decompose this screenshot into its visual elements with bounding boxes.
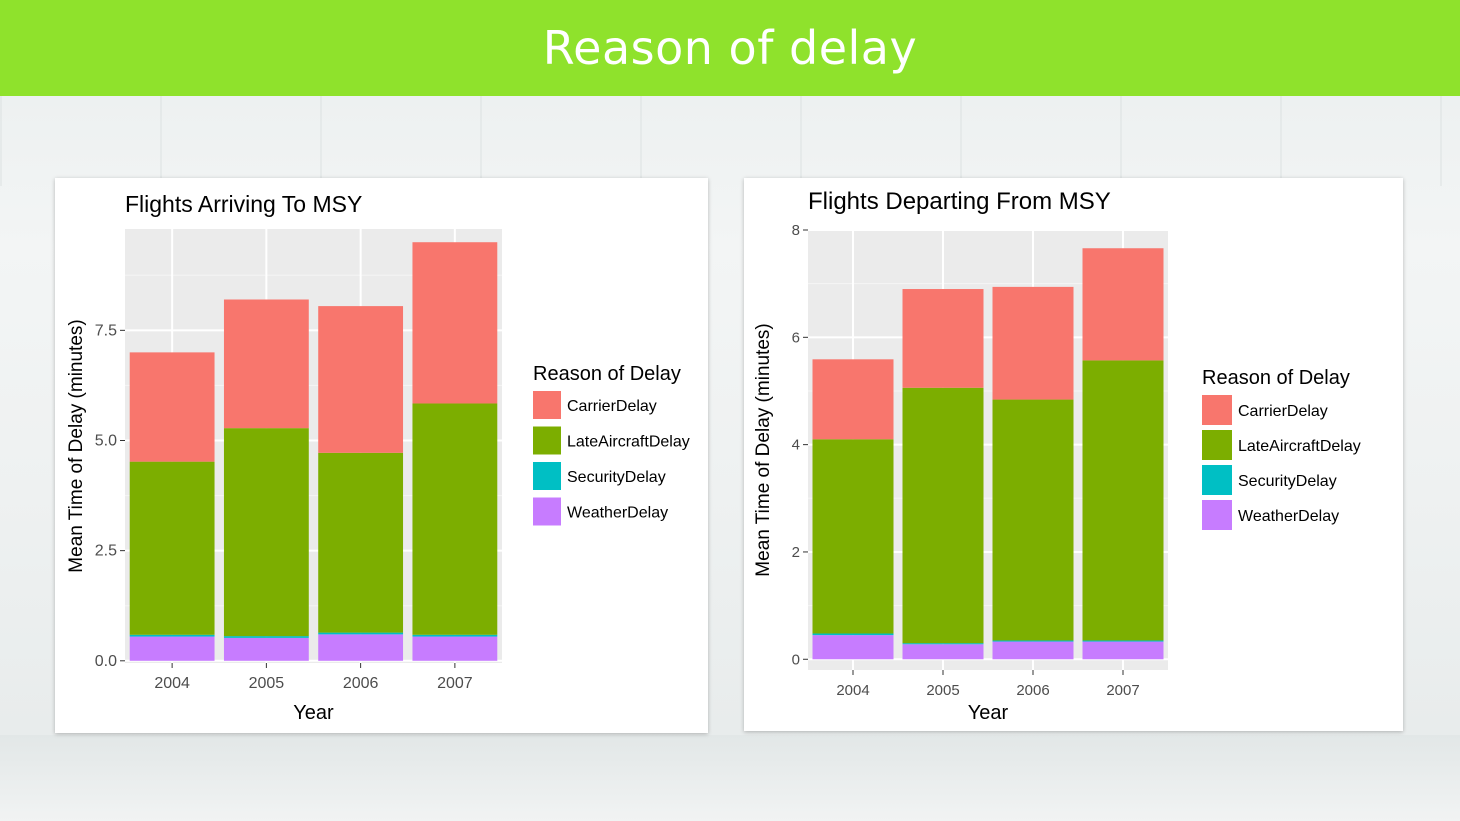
x-axis-label: Year: [293, 702, 334, 724]
bar-2004-SecurityDelay: [812, 633, 894, 636]
bar-2007-SecurityDelay: [412, 634, 498, 637]
legend-label-LateAircraftDelay: LateAircraftDelay: [1238, 438, 1361, 455]
bar-2006-WeatherDelay: [992, 641, 1074, 660]
bar-2004-LateAircraftDelay: [812, 439, 894, 634]
x-tick-label: 2004: [836, 682, 869, 699]
legend-key-WeatherDelay: [533, 497, 561, 526]
bar-2007-LateAircraftDelay: [412, 403, 498, 635]
x-tick-label: 2007: [437, 675, 473, 692]
y-axis-label: Mean Time of Delay (minutes): [753, 323, 774, 576]
background-floor: [0, 735, 1460, 821]
bar-2005-LateAircraftDelay: [902, 387, 984, 644]
bar-2006-LateAircraftDelay: [318, 452, 404, 633]
x-axis-label: Year: [968, 702, 1009, 724]
bar-2004-LateAircraftDelay: [129, 461, 215, 635]
bar-2004-CarrierDelay: [812, 359, 894, 440]
x-tick-label: 2007: [1106, 682, 1139, 699]
bar-2006-WeatherDelay: [318, 634, 404, 661]
x-tick-label: 2006: [343, 675, 379, 692]
legend-key-CarrierDelay: [1202, 395, 1232, 425]
y-tick-label: 7.5: [95, 322, 117, 339]
y-tick-label: 2.5: [95, 543, 117, 560]
bar-2005-SecurityDelay: [223, 636, 309, 638]
chart-title: Flights Arriving To MSY: [125, 191, 362, 217]
bar-2004-WeatherDelay: [129, 636, 215, 661]
legend-key-SecurityDelay: [533, 462, 561, 490]
bar-2007-LateAircraftDelay: [1082, 360, 1164, 641]
background-ceiling: [0, 96, 1460, 186]
y-tick-label: 4: [792, 437, 800, 454]
legend-label-SecurityDelay: SecurityDelay: [567, 469, 666, 486]
bar-2007-CarrierDelay: [1082, 248, 1164, 361]
title-band: Reason of delay: [0, 0, 1460, 96]
bar-2005-CarrierDelay: [223, 299, 309, 429]
legend-key-CarrierDelay: [533, 391, 561, 419]
legend-label-WeatherDelay: WeatherDelay: [567, 505, 668, 522]
chart-arriving: Flights Arriving To MSY 0.0 2.5 5.0 7.5 2004 2…: [66, 191, 690, 724]
y-tick-label: 8: [792, 222, 800, 239]
chart-panel-arriving: Flights Arriving To MSY 0.0 2.5 5.0 7.5 2004 2…: [55, 178, 708, 733]
y-tick-label: 0: [792, 651, 800, 668]
legend-label-CarrierDelay: CarrierDelay: [1238, 403, 1328, 420]
legend-key-LateAircraftDelay: [1202, 430, 1232, 460]
bar-2004-SecurityDelay: [129, 634, 215, 637]
y-tick-label: 6: [792, 329, 800, 346]
y-tick-label: 2: [792, 544, 800, 561]
bar-2006-CarrierDelay: [992, 286, 1074, 400]
legend-label-SecurityDelay: SecurityDelay: [1238, 473, 1337, 490]
legend-title: Reason of Delay: [1202, 367, 1350, 389]
x-tick-label: 2005: [926, 682, 959, 699]
bar-2005-SecurityDelay: [902, 643, 984, 645]
bar-2006-LateAircraftDelay: [992, 399, 1074, 641]
bar-2007-CarrierDelay: [412, 242, 498, 404]
y-axis-label: Mean Time of Delay (minutes): [66, 319, 87, 572]
bar-2006-SecurityDelay: [318, 632, 404, 635]
bar-2006-CarrierDelay: [318, 306, 404, 453]
legend-key-SecurityDelay: [1202, 465, 1232, 495]
bar-2007-WeatherDelay: [412, 636, 498, 661]
chart-title: Flights Departing From MSY: [808, 188, 1111, 215]
chart-departing: Flights Departing From MSY 0 2 4 6 8 2004 2005 2…: [753, 188, 1361, 724]
legend-label-WeatherDelay: WeatherDelay: [1238, 508, 1339, 525]
x-tick-label: 2004: [154, 675, 190, 692]
x-tick-label: 2006: [1016, 682, 1049, 699]
legend-label-LateAircraftDelay: LateAircraftDelay: [567, 434, 690, 451]
x-tick-label: 2005: [249, 675, 285, 692]
bar-2005-LateAircraftDelay: [223, 428, 309, 637]
bar-2004-CarrierDelay: [129, 352, 215, 462]
legend-key-WeatherDelay: [1202, 500, 1232, 530]
bar-2004-WeatherDelay: [812, 635, 894, 660]
legend-label-CarrierDelay: CarrierDelay: [567, 398, 657, 415]
legend-key-LateAircraftDelay: [533, 426, 561, 455]
bar-2005-WeatherDelay: [223, 637, 309, 661]
y-tick-label: 0.0: [95, 653, 117, 670]
legend-title: Reason of Delay: [533, 363, 681, 385]
bar-2005-WeatherDelay: [902, 644, 984, 660]
bar-2006-SecurityDelay: [992, 640, 1074, 642]
bar-2007-WeatherDelay: [1082, 641, 1164, 660]
slide-title: Reason of delay: [542, 21, 918, 75]
bar-2007-SecurityDelay: [1082, 640, 1164, 642]
chart-panel-departing: Flights Departing From MSY 0 2 4 6 8 2004 2005 2…: [744, 178, 1403, 731]
y-tick-label: 5.0: [95, 432, 117, 449]
bar-2005-CarrierDelay: [902, 289, 984, 388]
